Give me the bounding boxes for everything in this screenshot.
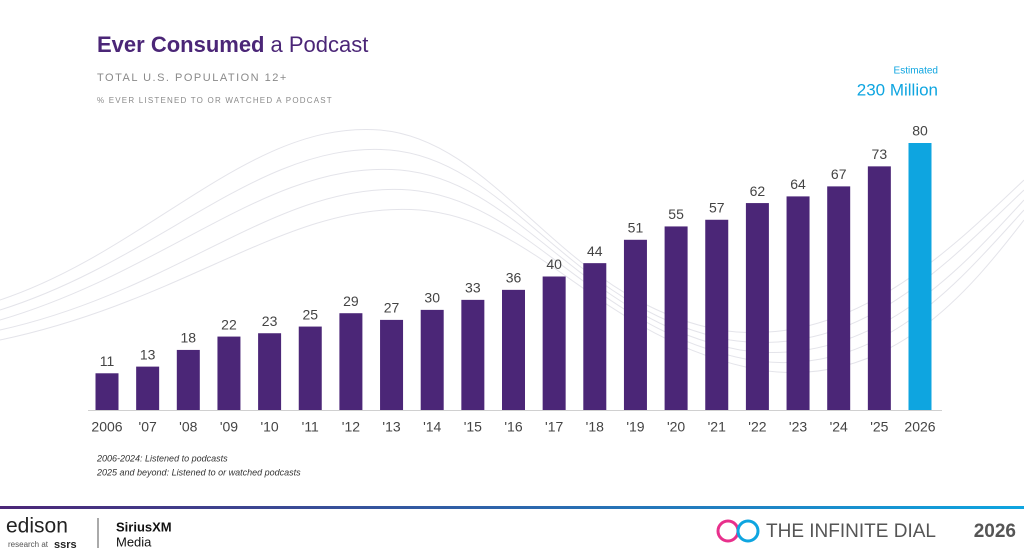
edison-sub: research at xyxy=(8,540,49,549)
value-label: 73 xyxy=(872,146,888,162)
x-tick-label: '17 xyxy=(545,419,563,435)
bar xyxy=(95,373,119,410)
x-tick-label: '20 xyxy=(667,419,685,435)
value-label: 29 xyxy=(343,293,359,309)
value-label: 57 xyxy=(709,199,725,215)
x-tick-label: '08 xyxy=(179,419,197,435)
annotation: 230 Million xyxy=(857,80,938,99)
x-tick-label: '16 xyxy=(504,419,522,435)
bar xyxy=(217,336,241,410)
value-label: 44 xyxy=(587,243,603,259)
x-tick-label: '21 xyxy=(708,419,726,435)
footer-line xyxy=(0,506,1024,509)
value-label: 11 xyxy=(100,353,115,369)
infinite-dial-year: 2026 xyxy=(974,521,1016,542)
bar xyxy=(745,203,769,410)
title-bold: Ever Consumed xyxy=(97,32,265,57)
bar xyxy=(623,239,647,410)
value-label: 64 xyxy=(790,176,806,192)
bar xyxy=(339,313,363,410)
bar xyxy=(908,143,932,410)
value-label: 67 xyxy=(831,166,847,182)
siriusxm-media: Media xyxy=(116,534,152,549)
x-tick-label: '19 xyxy=(626,419,644,435)
chart-title: Ever Consumed a Podcast xyxy=(97,32,368,57)
x-tick-label: 2006 xyxy=(91,419,122,435)
infinite-dial-icon xyxy=(716,519,760,543)
value-label: 36 xyxy=(506,270,522,286)
bar xyxy=(136,366,160,410)
x-tick-label: '24 xyxy=(830,419,848,435)
x-tick-label: '15 xyxy=(464,419,482,435)
x-tick-label: '07 xyxy=(139,419,157,435)
bar xyxy=(542,276,566,410)
x-tick-label: '10 xyxy=(260,419,278,435)
note: 2025 and beyond: Listened to or watched … xyxy=(96,467,301,477)
value-label: 23 xyxy=(262,313,278,329)
infinite-dial: THE INFINITE DIAL xyxy=(766,521,936,542)
note: 2006-2024: Listened to podcasts xyxy=(96,453,228,463)
x-tick-label: '18 xyxy=(586,419,604,435)
value-label: 18 xyxy=(181,330,197,346)
ssrs-logo: ssrs xyxy=(54,539,77,551)
x-tick-label: '13 xyxy=(382,419,400,435)
value-label: 80 xyxy=(912,123,928,139)
bar xyxy=(583,263,607,410)
bar xyxy=(258,333,282,410)
bar xyxy=(502,289,525,410)
bar xyxy=(827,186,851,410)
value-label: 55 xyxy=(668,206,684,222)
bars: 11 2006 13 '07 18 '08 22 '09 23 '10 25 '11 29 '12 27 '1… xyxy=(91,123,935,435)
value-label: 25 xyxy=(302,306,318,322)
bar xyxy=(461,299,485,410)
edison-logo: edison xyxy=(6,515,68,538)
value-label: 27 xyxy=(384,300,400,316)
bar xyxy=(298,326,322,410)
title-rest: a Podcast xyxy=(271,32,369,57)
value-label: 22 xyxy=(221,316,237,332)
value-label: 62 xyxy=(750,183,766,199)
value-label: 13 xyxy=(140,346,156,362)
x-tick-label: '12 xyxy=(342,419,360,435)
x-tick-label: '11 xyxy=(302,419,319,435)
bar xyxy=(664,226,688,410)
value-label: 40 xyxy=(546,256,562,272)
y-label: % EVER LISTENED TO OR WATCHED A PODCAST xyxy=(97,96,333,105)
x-tick-label: 2026 xyxy=(904,419,935,435)
annotation: Estimated xyxy=(894,66,938,77)
bar xyxy=(420,309,444,410)
value-label: 51 xyxy=(628,219,644,235)
bar xyxy=(786,196,810,410)
bar xyxy=(867,166,891,410)
x-tick-label: '23 xyxy=(789,419,807,435)
x-tick-label: '09 xyxy=(220,419,238,435)
bar xyxy=(380,319,404,410)
value-label: 30 xyxy=(424,290,440,306)
subtitle: TOTAL U.S. POPULATION 12+ xyxy=(97,72,288,84)
siriusxm-logo: SiriusXM xyxy=(116,519,172,534)
x-tick-label: '22 xyxy=(748,419,766,435)
x-tick-label: '14 xyxy=(423,419,441,435)
value-label: 33 xyxy=(465,280,481,296)
bar xyxy=(176,349,200,410)
bar xyxy=(705,219,729,410)
x-tick-label: '25 xyxy=(870,419,888,435)
